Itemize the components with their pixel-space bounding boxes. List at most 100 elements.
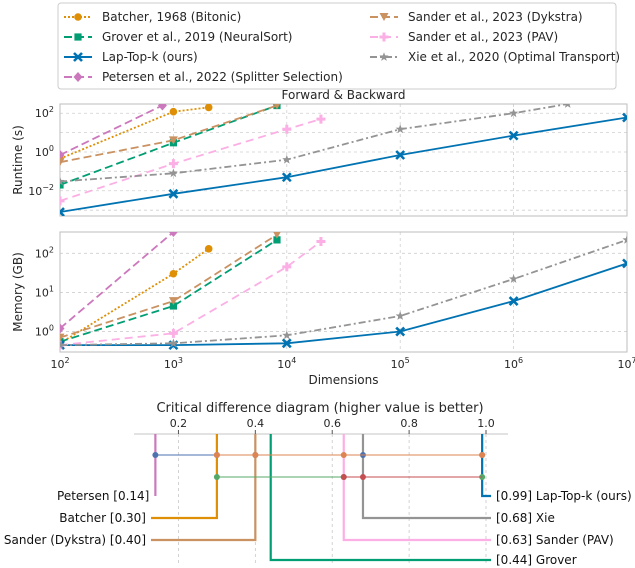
- data-point: [622, 235, 627, 244]
- data-point: [60, 158, 65, 167]
- x-tick-label-exponent: 2: [64, 356, 69, 365]
- cd-clique-dot: [213, 474, 220, 480]
- data-point: [316, 237, 326, 247]
- data-point: [60, 333, 65, 342]
- y-axis-label: Memory (GB): [11, 252, 25, 332]
- data-point: [168, 297, 178, 306]
- cd-clique-dot: [340, 474, 347, 480]
- legend-label: Sander et al., 2023 (PAV): [408, 30, 558, 44]
- legend-marker: [379, 13, 389, 21]
- cd-method-label: Sander (Dykstra) [0.40]: [4, 533, 146, 547]
- cd-title: Critical difference diagram (higher valu…: [156, 401, 483, 416]
- y-tick-label-base: 10: [35, 286, 49, 299]
- cd-method-stem: [342, 434, 491, 542]
- cd-clique-dot: [340, 452, 347, 458]
- data-point: [168, 159, 178, 169]
- cd-method-stem: [151, 434, 218, 520]
- y-tick-label-exponent: −2: [42, 183, 54, 192]
- cd-clique-dot: [252, 452, 259, 458]
- x-tick-label: 107: [617, 356, 635, 371]
- x-tick-label-base: 10: [164, 358, 178, 371]
- legend: Batcher, 1968 (Bitonic) Grover et al., 20…: [57, 2, 620, 90]
- y-tick-label-base: 10: [35, 326, 49, 339]
- data-point: [282, 154, 292, 164]
- cd-clique-dot: [359, 474, 366, 480]
- data-point: [564, 104, 571, 108]
- data-point: [395, 124, 405, 134]
- x-tick-label-exponent: 4: [291, 356, 296, 365]
- data-point: [273, 236, 281, 244]
- series-line: [60, 240, 322, 346]
- series-line: [60, 239, 627, 346]
- y-axis-label: Runtime (s): [11, 125, 25, 195]
- data-point: [169, 302, 177, 310]
- cd-tick-label: 0.8: [400, 417, 418, 430]
- y-tick-label-exponent: 2: [49, 245, 54, 254]
- cd-clique-dot: [479, 452, 486, 458]
- data-point: [169, 269, 178, 278]
- series-line: [60, 233, 278, 339]
- data-point: [395, 311, 405, 320]
- cd-tick-label: 1.0: [477, 417, 495, 430]
- series-line: [60, 262, 627, 347]
- y-tick-label-exponent: 0: [49, 144, 54, 153]
- data-point: [508, 296, 519, 307]
- data-point: [60, 176, 65, 186]
- cd-method-stem: [361, 434, 491, 520]
- y-tick-label-exponent: 1: [49, 284, 54, 293]
- cd-method-label: Batcher [0.30]: [59, 511, 146, 525]
- y-tick-label: 102: [35, 245, 54, 260]
- legend-frame: [57, 2, 617, 90]
- legend-marker: [74, 33, 82, 41]
- x-tick-label: 106: [504, 356, 523, 371]
- cd-tick-label: 0.6: [323, 417, 341, 430]
- x-tick-label: 104: [277, 356, 296, 371]
- data-point: [60, 181, 64, 189]
- legend-label: Grover et al., 2019 (NeuralSort): [102, 30, 292, 44]
- y-tick-label: 102: [35, 105, 54, 120]
- y-tick-label-exponent: 2: [49, 105, 54, 114]
- legend-label: Lap-Top-k (ours): [102, 50, 198, 64]
- x-tick-label-base: 10: [504, 358, 518, 371]
- data-point: [395, 150, 406, 160]
- cd-method-label: [0.99] Lap-Top-k (ours): [496, 489, 632, 503]
- cd-method-stem: [269, 434, 491, 562]
- y-tick-label-base: 10: [28, 185, 42, 198]
- legend-label: Xie et al., 2020 (Optimal Transport): [408, 50, 620, 64]
- series-line: [60, 232, 174, 330]
- legend-marker: [73, 72, 83, 82]
- data-point: [508, 130, 519, 141]
- data-point: [273, 232, 281, 239]
- legend-marker: [379, 32, 389, 42]
- data-point: [60, 323, 65, 334]
- x-tick-label-exponent: 6: [518, 356, 523, 365]
- cd-clique-dot: [213, 452, 220, 458]
- critical-difference-diagram: Critical difference diagram (higher valu…: [4, 401, 632, 567]
- axes-frame: [59, 231, 628, 353]
- cd-method-stem: [481, 434, 491, 498]
- data-point: [622, 112, 627, 123]
- y-tick-label-base: 10: [35, 107, 49, 120]
- data-point: [282, 330, 292, 340]
- data-point: [316, 114, 326, 124]
- data-point: [281, 172, 292, 183]
- data-point: [282, 262, 292, 272]
- y-tick-label: 101: [35, 284, 54, 299]
- x-tick-label: 103: [164, 356, 183, 371]
- data-point: [60, 340, 65, 349]
- series-line: [60, 104, 568, 183]
- data-point: [157, 104, 167, 111]
- data-point: [168, 168, 178, 178]
- cd-method-label: [0.63] Sander (PAV): [496, 533, 614, 547]
- series-line: [60, 239, 278, 343]
- cd-method-label: [0.44] Grover: [496, 553, 577, 567]
- x-axis-label: Dimensions: [308, 373, 378, 387]
- data-point: [273, 104, 281, 110]
- series-line: [60, 106, 209, 160]
- legend-label: Sander et al., 2023 (Dykstra): [408, 10, 583, 24]
- legend-label: Petersen et al., 2022 (Splitter Selectio…: [102, 70, 343, 84]
- data-point: [168, 188, 179, 199]
- data-point: [169, 107, 178, 116]
- x-tick-label-base: 10: [617, 358, 631, 371]
- y-tick-label-base: 10: [35, 146, 49, 159]
